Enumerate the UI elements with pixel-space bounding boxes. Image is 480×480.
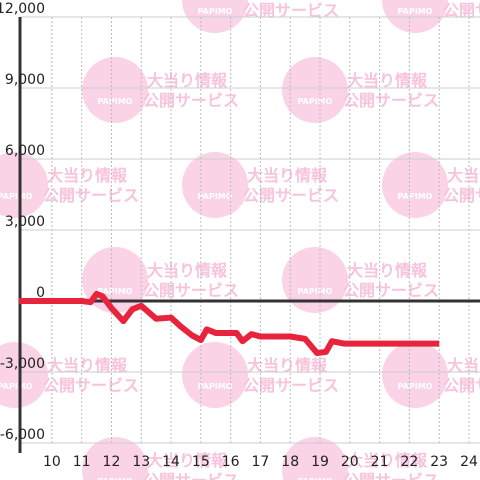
watermark-text: 公開サービス — [343, 281, 439, 300]
x-tick-label: 20 — [341, 454, 359, 470]
watermark-text: 大当り情報 — [247, 356, 328, 375]
watermark-logo — [382, 152, 448, 218]
y-tick-label: 12,000 — [0, 1, 45, 17]
watermark-logo-text: PAPIMO — [198, 7, 233, 16]
y-tick-label: 6,000 — [5, 143, 45, 159]
watermark-logo — [182, 152, 248, 218]
watermark-logo-text: PAPIMO — [0, 192, 33, 201]
watermark-text: 大当り情報 — [47, 356, 128, 375]
watermark-text: 大当り情報 — [247, 166, 328, 185]
watermark-text: 公開サービス — [343, 471, 439, 480]
watermark-logo-text: PAPIMO — [398, 382, 433, 391]
watermark-logo-text: PAPIMO — [0, 382, 33, 391]
line-series — [19, 290, 440, 357]
watermark-text: 公開サービス — [343, 91, 439, 110]
grid — [18, 16, 480, 453]
watermark-text: 公開サービス — [143, 281, 239, 300]
watermark-text: 公開サービス — [243, 186, 339, 205]
watermark-text: 大当り情報 — [447, 166, 480, 185]
watermark-logo-text: PAPIMO — [98, 477, 133, 480]
watermark-logo-text: PAPIMO — [398, 7, 433, 16]
watermark-text: 大当り情報 — [147, 261, 228, 280]
watermark-text: 大当り情報 — [47, 166, 128, 185]
watermark-text: 公開サービス — [443, 376, 480, 395]
x-tick-label: 22 — [400, 454, 418, 470]
watermark-logo — [282, 57, 348, 123]
plot — [19, 290, 440, 357]
watermark-logo — [0, 342, 48, 408]
watermark-logo-text: PAPIMO — [98, 287, 133, 296]
x-tick-label: 15 — [192, 454, 210, 470]
watermark-logo-text: PAPIMO — [298, 477, 333, 480]
watermark-logo — [182, 0, 248, 33]
x-tick-label: 18 — [281, 454, 299, 470]
watermark-logo-text: PAPIMO — [298, 287, 333, 296]
x-tick-label: 23 — [430, 454, 448, 470]
watermark-text: 公開サービス — [443, 1, 480, 20]
watermark-logo — [282, 437, 348, 480]
x-tick-label: 12 — [103, 454, 121, 470]
y-tick-label: 3,000 — [5, 214, 45, 230]
watermark-text: 公開サービス — [243, 376, 339, 395]
watermark-logo-text: PAPIMO — [198, 192, 233, 201]
watermark-text: 大当り情報 — [447, 356, 480, 375]
y-tick-label: -3,000 — [0, 356, 45, 372]
labels: 10 11 12 13 14 15 16 17 18 19 20 21 22 23 24 -6,000 -3,0… — [0, 1, 478, 470]
watermark-logo — [0, 152, 48, 218]
watermark-logo — [382, 0, 448, 33]
y-tick-label: -6,000 — [0, 427, 45, 443]
x-tick-label: 19 — [311, 454, 329, 470]
x-tick-label: 16 — [222, 454, 240, 470]
watermark-text: 大当り情報 — [347, 261, 428, 280]
watermark-text: 公開サービス — [143, 471, 239, 480]
y-tick-label: 0 — [36, 285, 45, 301]
x-tick-label: 24 — [460, 454, 478, 470]
x-tick-label: 14 — [162, 454, 180, 470]
x-tick-label: 10 — [43, 454, 61, 470]
watermark-logo — [82, 437, 148, 480]
x-tick-label: 11 — [73, 454, 91, 470]
x-tick-label: 17 — [252, 454, 270, 470]
watermark-logo — [382, 342, 448, 408]
x-tick-label: 21 — [371, 454, 389, 470]
watermark-text: 公開サービス — [443, 186, 480, 205]
watermark-text: 公開サービス — [243, 1, 339, 20]
watermark-text: 公開サービス — [43, 376, 139, 395]
watermark-logo — [182, 342, 248, 408]
watermark-logo-text: PAPIMO — [398, 192, 433, 201]
watermark-text: 大当り情報 — [147, 451, 228, 470]
x-tick-label: 13 — [132, 454, 150, 470]
watermark-text: 公開サービス — [143, 91, 239, 110]
watermark-text: 公開サービス — [43, 186, 139, 205]
y-tick-label: 9,000 — [5, 72, 45, 88]
watermark-logo — [82, 57, 148, 123]
watermark-logo — [282, 247, 348, 313]
watermark-logo-text: PAPIMO — [98, 97, 133, 106]
watermark-text: 大当り情報 — [347, 451, 428, 470]
watermark-text: 大当り情報 — [147, 71, 228, 90]
watermark-logo-text: PAPIMO — [198, 382, 233, 391]
watermark-logo-text: PAPIMO — [298, 97, 333, 106]
watermark-text: 大当り情報 — [347, 71, 428, 90]
